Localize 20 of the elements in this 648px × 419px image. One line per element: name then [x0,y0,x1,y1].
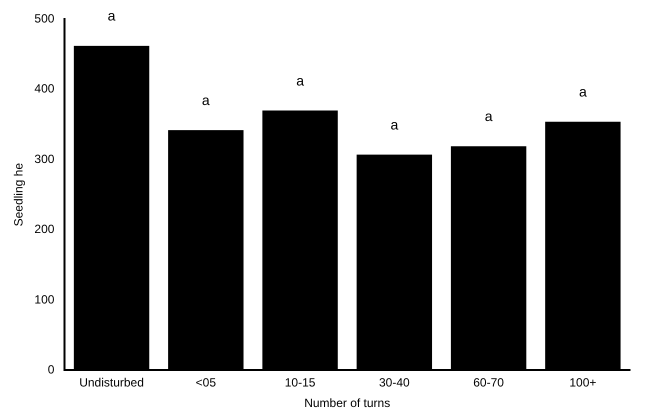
annotation: a [296,72,304,88]
y-tick-label: 100 [34,292,55,306]
x-tick-label: Undisturbed [79,376,144,390]
y-tick-label: 500 [34,12,55,26]
annotation: a [108,8,116,24]
x-axis-title: Number of turns [304,396,390,410]
x-tick-label: <05 [196,376,216,390]
y-axis-title: Seedling he [12,162,26,226]
y-tick-label: 200 [34,222,55,236]
y-tick-label: 400 [34,82,55,96]
x-tick-label: 100+ [569,376,596,390]
x-tick-label: 30-40 [378,376,410,390]
annotation: a [578,84,587,100]
y-tick-label: 300 [34,152,55,166]
annotation: a [390,116,398,133]
annotation: a [202,92,210,108]
annotation: a [484,108,493,124]
y-tick-label: 0 [48,362,55,377]
x-tick-label: 60-70 [473,376,504,390]
x-tick-label: 10-15 [284,376,316,390]
